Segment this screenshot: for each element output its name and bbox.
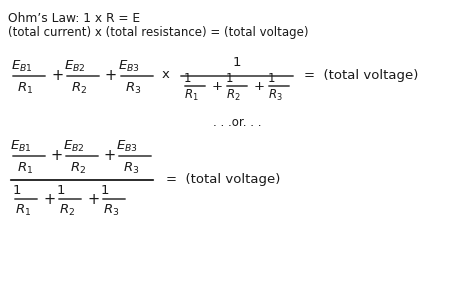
Text: 1: 1 <box>13 185 21 198</box>
Text: 1: 1 <box>233 56 241 68</box>
Text: 1: 1 <box>57 185 65 198</box>
Text: x: x <box>162 68 170 81</box>
Text: Ohm’s Law: 1 x R = E: Ohm’s Law: 1 x R = E <box>8 12 140 25</box>
Text: 1: 1 <box>183 71 191 85</box>
Text: =  (total voltage): = (total voltage) <box>304 68 419 81</box>
Text: +: + <box>52 67 64 82</box>
Text: $R_{1}$: $R_{1}$ <box>17 81 33 95</box>
Text: +: + <box>88 192 100 206</box>
Text: $E_{B1}$: $E_{B1}$ <box>11 58 33 74</box>
Text: +: + <box>254 80 265 92</box>
Text: +: + <box>44 192 56 206</box>
Text: =  (total voltage): = (total voltage) <box>166 174 281 186</box>
Text: +: + <box>212 80 223 92</box>
Text: +: + <box>105 67 117 82</box>
Text: 1: 1 <box>101 185 109 198</box>
Text: $R_{2}$: $R_{2}$ <box>226 88 241 102</box>
Text: 1: 1 <box>267 71 275 85</box>
Text: $R_{1}$: $R_{1}$ <box>17 161 33 175</box>
Text: $R_{3}$: $R_{3}$ <box>125 81 141 95</box>
Text: $R_{1}$: $R_{1}$ <box>15 202 31 218</box>
Text: $E_{B2}$: $E_{B2}$ <box>63 138 85 154</box>
Text: $R_{2}$: $R_{2}$ <box>71 81 87 95</box>
Text: $E_{B3}$: $E_{B3}$ <box>116 138 138 154</box>
Text: (total current) x (total resistance) = (total voltage): (total current) x (total resistance) = (… <box>8 26 309 39</box>
Text: $R_{3}$: $R_{3}$ <box>268 88 283 102</box>
Text: 1: 1 <box>225 71 233 85</box>
Text: +: + <box>51 148 63 164</box>
Text: $E_{B1}$: $E_{B1}$ <box>10 138 32 154</box>
Text: $R_{2}$: $R_{2}$ <box>59 202 75 218</box>
Text: $E_{B2}$: $E_{B2}$ <box>64 58 86 74</box>
Text: . . .or. . .: . . .or. . . <box>213 116 261 129</box>
Text: $R_{2}$: $R_{2}$ <box>70 161 86 175</box>
Text: +: + <box>104 148 116 164</box>
Text: $R_{3}$: $R_{3}$ <box>123 161 139 175</box>
Text: $R_{1}$: $R_{1}$ <box>184 88 199 102</box>
Text: $E_{B3}$: $E_{B3}$ <box>118 58 140 74</box>
Text: $R_{3}$: $R_{3}$ <box>103 202 119 218</box>
